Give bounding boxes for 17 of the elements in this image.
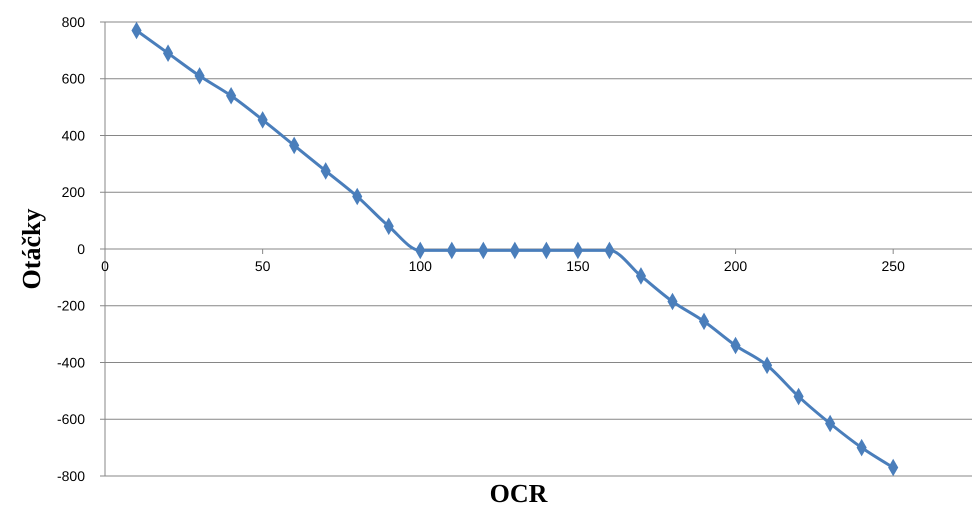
x-tick-label: 250 xyxy=(882,258,906,274)
y-tick-label: -600 xyxy=(56,411,86,428)
x-tick-label: 0 xyxy=(101,258,110,274)
y-tick-label: 800 xyxy=(62,14,86,30)
y-tick-label: -200 xyxy=(56,298,86,314)
x-tick-label: 150 xyxy=(566,258,590,274)
y-tick-label: 400 xyxy=(62,127,86,144)
y-tick-label: 600 xyxy=(62,70,86,87)
y-tick-label: 0 xyxy=(77,240,86,257)
x-tick-label: 50 xyxy=(254,258,271,274)
x-tick-label: 100 xyxy=(408,258,432,274)
y-axis-title: Otáčky xyxy=(17,208,46,290)
y-tick-label: -400 xyxy=(56,354,86,370)
y-tick-label: 200 xyxy=(62,184,86,200)
x-axis-title: OCR xyxy=(490,479,548,507)
x-tick-label: 200 xyxy=(724,258,748,274)
y-tick-label: -800 xyxy=(56,468,86,484)
